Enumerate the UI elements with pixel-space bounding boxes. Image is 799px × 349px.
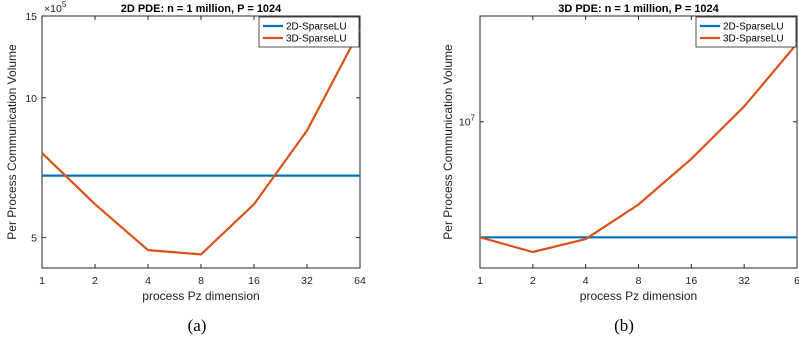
- legend-label: 3D-SparseLU: [723, 34, 784, 45]
- x-tick-label: 1: [39, 275, 45, 287]
- y-tick-label: 5: [31, 233, 37, 245]
- y-tick-label: 107: [459, 114, 476, 129]
- series-line-3d-sparselu: [41, 29, 361, 256]
- legend-label: 2D-SparseLU: [723, 22, 784, 33]
- legend-label: 3D-SparseLU: [286, 34, 347, 45]
- x-axis-label: process Pz dimension: [580, 289, 697, 303]
- x-tick-label: 6: [794, 275, 799, 287]
- subfigure-caption: (a): [188, 316, 207, 335]
- legend-box: [695, 16, 797, 48]
- x-tick-label: 2: [530, 275, 536, 287]
- x-tick-label: 16: [685, 275, 697, 287]
- plot-frame: [479, 15, 798, 269]
- x-tick-label: 2: [92, 275, 98, 287]
- x-tick-label: 16: [248, 275, 260, 287]
- chart-2: 1 2 4 8 16 32 6 107 3D PDE: n = 1 million, P = 1…: [441, 3, 799, 335]
- y-axis-label: Per Process Communication Volume: [5, 44, 19, 240]
- y-exponent-label: ×105: [44, 0, 67, 15]
- legend-box: [258, 16, 360, 48]
- chart-1: 1 2 4 8 16 32 64 5 10 15 ×105 2D PDE: n = 1 million…: [5, 0, 366, 335]
- chart-title: 3D PDE: n = 1 million, P = 1024: [558, 3, 719, 15]
- subfigure-caption: (b): [614, 316, 634, 335]
- x-tick-label: 8: [198, 275, 204, 287]
- series-line-3d-sparselu: [479, 42, 798, 254]
- x-tick-label: 4: [145, 275, 151, 287]
- x-tick-label: 4: [583, 275, 589, 287]
- x-tick-label: 64: [354, 275, 366, 287]
- x-tick-label: 32: [738, 275, 750, 287]
- legend-label: 2D-SparseLU: [286, 22, 347, 33]
- x-axis-label: process Pz dimension: [142, 289, 259, 303]
- x-tick-label: 1: [477, 275, 483, 287]
- plot-frame: [41, 15, 361, 269]
- y-tick-label: 15: [25, 11, 37, 23]
- x-tick-label: 32: [301, 275, 313, 287]
- y-tick-label: 10: [25, 93, 37, 105]
- y-axis-label: Per Process Communication Volume: [441, 44, 455, 240]
- x-tick-label: 8: [636, 275, 642, 287]
- chart-title: 2D PDE: n = 1 million, P = 1024: [121, 3, 282, 15]
